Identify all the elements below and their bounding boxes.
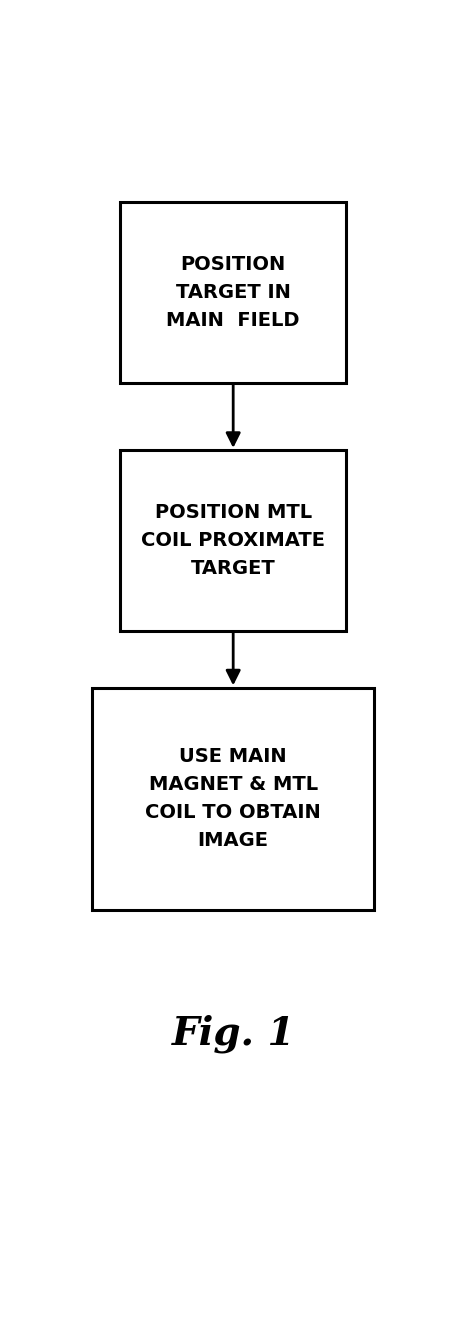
Bar <box>92 688 374 909</box>
Text: USE MAIN
MAGNET & MTL
COIL TO OBTAIN
IMAGE: USE MAIN MAGNET & MTL COIL TO OBTAIN IMA… <box>145 747 321 850</box>
Text: POSITION MTL
COIL PROXIMATE
TARGET: POSITION MTL COIL PROXIMATE TARGET <box>141 503 325 578</box>
Bar <box>120 451 346 630</box>
Text: POSITION
TARGET IN
MAIN  FIELD: POSITION TARGET IN MAIN FIELD <box>167 255 300 330</box>
Bar <box>120 202 346 384</box>
Text: Fig. 1: Fig. 1 <box>172 1014 295 1053</box>
